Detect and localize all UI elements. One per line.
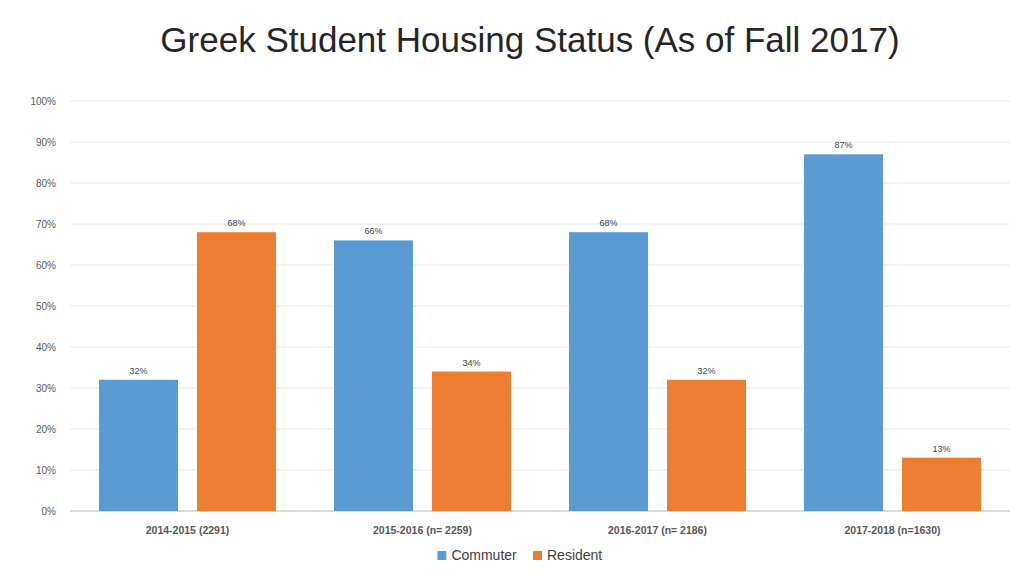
data-label: 68% (599, 218, 617, 228)
data-label: 32% (697, 366, 715, 376)
y-tick-label: 10% (36, 465, 56, 476)
data-label: 87% (834, 140, 852, 150)
legend-label: Commuter (451, 547, 517, 563)
y-tick-label: 40% (36, 342, 56, 353)
y-tick-label: 50% (36, 301, 56, 312)
legend: Commuter Resident (437, 547, 602, 563)
y-tick-label: 90% (36, 137, 56, 148)
x-tick-label: 2017-2018 (n=1630) (844, 524, 940, 536)
chart: Greek Student Housing Status (As of Fall… (0, 0, 1024, 576)
y-tick-label: 20% (36, 424, 56, 435)
data-label: 32% (129, 366, 147, 376)
bar (432, 372, 511, 511)
bar (804, 154, 883, 511)
bar (334, 240, 413, 511)
bar (569, 232, 648, 511)
bar (667, 380, 746, 511)
grid-line (70, 101, 1010, 102)
y-tick-label: 0% (42, 506, 57, 517)
x-tick-label: 2014-2015 (2291) (146, 524, 229, 536)
y-tick-label: 70% (36, 219, 56, 230)
x-tick-label: 2015-2016 (n= 2259) (373, 524, 472, 536)
bars (99, 154, 981, 511)
bar (99, 380, 178, 511)
title: Greek Student Housing Status (As of Fall… (160, 20, 899, 59)
bar (902, 458, 981, 511)
data-label: 34% (462, 358, 480, 368)
bar (197, 232, 276, 511)
grid (70, 101, 1010, 511)
data-label: 66% (364, 226, 382, 236)
data-label: 13% (932, 444, 950, 454)
legend-swatch (533, 551, 542, 560)
legend-label: Resident (547, 547, 602, 563)
y-tick-label: 30% (36, 383, 56, 394)
x-tick-label: 2016-2017 (n= 2186) (608, 524, 707, 536)
y-tick-label: 60% (36, 260, 56, 271)
grid-line (70, 142, 1010, 143)
data-label: 68% (227, 218, 245, 228)
legend-swatch (437, 551, 446, 560)
data-labels: 32% 68% 66% 34% 68% 32% 87% 13% (129, 140, 950, 453)
y-tick-label: 80% (36, 178, 56, 189)
y-tick-label: 100% (30, 96, 56, 107)
